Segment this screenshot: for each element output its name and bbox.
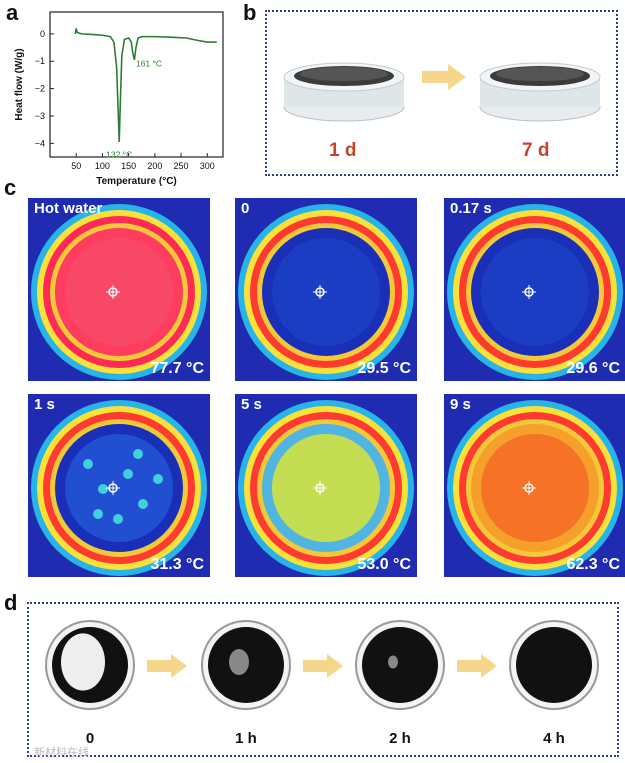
crosshair-icon <box>106 285 120 299</box>
panel-b-frame: 1 d 7 d <box>265 10 618 176</box>
thermal-temp-label: 31.3 °C <box>150 556 204 573</box>
arrow-icon <box>303 654 343 678</box>
arrow-icon <box>147 654 187 678</box>
y-axis-label: Heat flow (W/g) <box>14 48 25 120</box>
x-tick-label: 150 <box>121 161 136 171</box>
watermark: 新材料在线 <box>34 747 89 759</box>
dish-time-label: 4 h <box>543 730 565 747</box>
y-tick-label: −2 <box>35 84 45 94</box>
dish-time-label: 2 h <box>389 730 411 747</box>
y-tick-label: 0 <box>40 29 45 39</box>
panel-letter-b: b <box>243 0 257 25</box>
annotation-161: 161 °C <box>136 59 162 69</box>
thermal-temp-label: 62.3 °C <box>566 556 620 573</box>
thermal-time-label: 1 s <box>34 396 55 413</box>
thermal-temp-label: 29.5 °C <box>357 360 411 377</box>
dish-time-label: 1 h <box>235 730 257 747</box>
thermal-image: 0 29.5 °C <box>235 198 417 381</box>
thermal-temp-label: 29.6 °C <box>566 360 620 377</box>
crosshair-icon <box>313 285 327 299</box>
thermal-image: 9 s 62.3 °C <box>444 394 625 577</box>
crosshair-icon <box>522 285 536 299</box>
x-tick-label: 50 <box>71 161 81 171</box>
petri-dish-day7 <box>479 62 601 122</box>
thermal-time-label: 0.17 s <box>450 200 492 217</box>
dish-top-view <box>201 620 291 710</box>
y-tick-label: −3 <box>35 111 45 121</box>
dsc-series-line <box>74 28 217 142</box>
thermal-image: 5 s 53.0 °C <box>235 394 417 577</box>
petri-dish-day1 <box>283 62 405 122</box>
thermal-time-label: 0 <box>241 200 250 217</box>
y-tick-label: −1 <box>35 56 45 66</box>
y-tick-label: −4 <box>35 138 45 148</box>
crosshair-icon <box>522 481 536 495</box>
dish-top-view <box>509 620 599 710</box>
panel-letter-d: d <box>4 590 18 615</box>
thermal-temp-label: 53.0 °C <box>357 556 411 573</box>
day-label-7: 7 d <box>522 140 550 161</box>
dsc-chart: 50 100 150 200 250 300 0 −1 −2 −3 −4 Temperature (°… <box>14 11 224 187</box>
thermal-time-label: 9 s <box>450 396 471 413</box>
plot-frame <box>49 11 224 158</box>
x-tick-label: 300 <box>200 161 215 171</box>
thermal-time-label: 5 s <box>241 396 262 413</box>
x-axis-label: Temperature (°C) <box>96 176 177 187</box>
panel-letter-a: a <box>6 0 19 25</box>
thermal-image: 1 s 31.3 °C <box>28 394 210 577</box>
x-tick-label: 250 <box>174 161 189 171</box>
x-tick-label: 200 <box>147 161 162 171</box>
crosshair-icon <box>106 481 120 495</box>
dish-top-view <box>45 620 135 710</box>
dish-time-label: 0 <box>85 730 95 747</box>
x-tick-label: 100 <box>95 161 110 171</box>
arrow-icon <box>457 654 497 678</box>
day-label-1: 1 d <box>329 140 357 161</box>
annotation-132: 132 °C <box>106 149 132 159</box>
crosshair-icon <box>313 481 327 495</box>
dish-top-view <box>355 620 445 710</box>
panel-letter-c: c <box>4 175 17 200</box>
thermal-temp-label: 77.7 °C <box>150 360 204 377</box>
thermal-image: Hot water 77.7 °C <box>28 198 210 381</box>
arrow-icon <box>422 64 466 90</box>
panel-d-frame: 0 1 h 2 h 4 h <box>27 602 619 757</box>
thermal-image: 0.17 s 29.6 °C <box>444 198 625 381</box>
thermal-time-label: Hot water <box>34 200 103 217</box>
